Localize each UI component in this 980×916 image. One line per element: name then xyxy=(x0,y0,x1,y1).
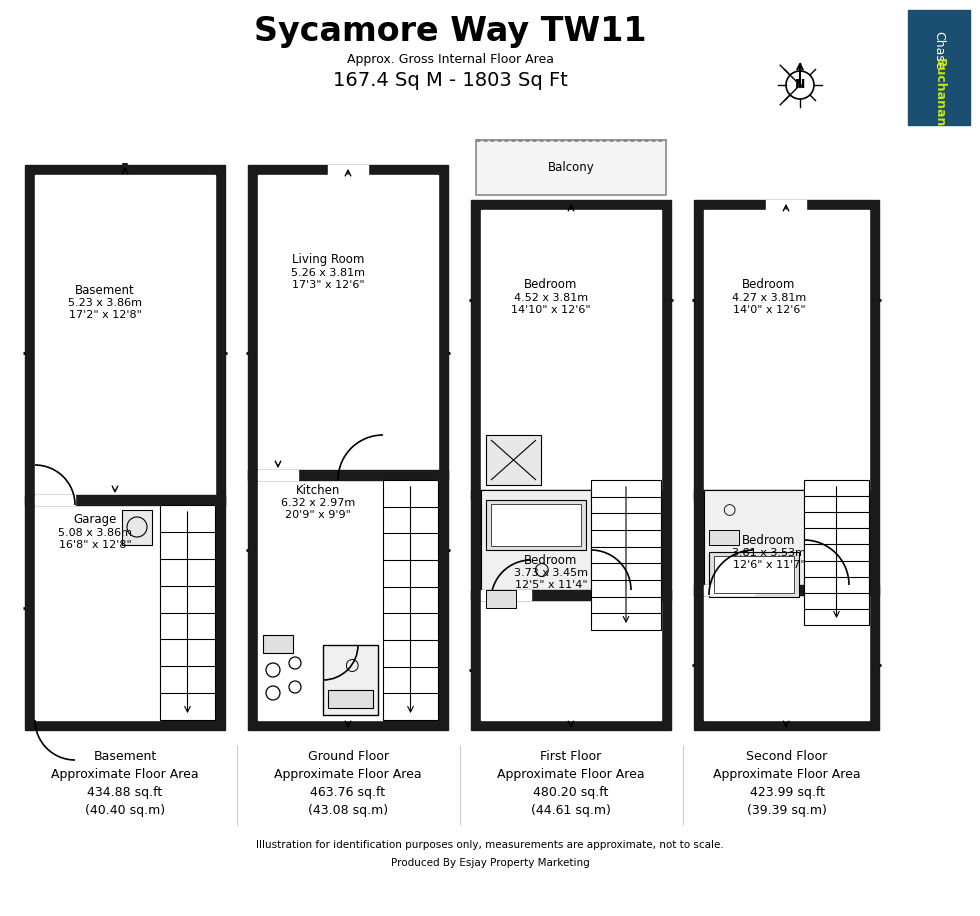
Text: (39.39 sq.m): (39.39 sq.m) xyxy=(747,804,827,817)
Bar xyxy=(694,585,879,595)
Bar xyxy=(263,635,293,653)
Text: ○: ○ xyxy=(722,503,736,518)
Text: 14'0" x 12'6": 14'0" x 12'6" xyxy=(733,305,806,315)
Bar xyxy=(709,552,799,597)
Bar xyxy=(471,490,591,500)
Bar xyxy=(35,175,215,495)
Bar xyxy=(694,490,809,500)
Text: (43.08 sq.m): (43.08 sq.m) xyxy=(308,804,388,817)
Text: First Floor: First Floor xyxy=(540,750,602,763)
Text: 3.73 x 3.45m: 3.73 x 3.45m xyxy=(514,568,588,578)
Bar xyxy=(704,490,804,595)
Text: Approximate Floor Area: Approximate Floor Area xyxy=(713,768,860,781)
Bar xyxy=(258,175,438,470)
Text: Garage: Garage xyxy=(74,514,117,527)
Text: 5.23 x 3.86m: 5.23 x 3.86m xyxy=(68,298,142,308)
Text: ○: ○ xyxy=(344,656,359,674)
Text: Bedroom: Bedroom xyxy=(742,278,796,291)
Bar xyxy=(25,495,225,505)
Text: Chase: Chase xyxy=(933,31,946,70)
Text: Bedroom: Bedroom xyxy=(742,533,796,547)
Text: 12'5" x 11'4": 12'5" x 11'4" xyxy=(514,580,587,590)
Bar xyxy=(704,595,869,720)
Text: 12'6" x 11'7": 12'6" x 11'7" xyxy=(733,560,806,570)
Bar xyxy=(471,200,671,730)
Text: 4.52 x 3.81m: 4.52 x 3.81m xyxy=(514,293,588,303)
Bar xyxy=(248,165,448,730)
Text: 5.26 x 3.81m: 5.26 x 3.81m xyxy=(291,268,365,278)
Bar xyxy=(160,505,215,720)
Bar xyxy=(486,590,516,608)
Bar xyxy=(25,165,225,730)
Text: Approximate Floor Area: Approximate Floor Area xyxy=(497,768,645,781)
Bar xyxy=(714,556,794,593)
Text: 167.4 Sq M - 1803 Sq Ft: 167.4 Sq M - 1803 Sq Ft xyxy=(332,71,567,90)
Bar xyxy=(122,510,152,545)
Text: Bedroom: Bedroom xyxy=(524,278,577,291)
Text: (40.40 sq.m): (40.40 sq.m) xyxy=(85,804,165,817)
Text: Approx. Gross Internal Floor Area: Approx. Gross Internal Floor Area xyxy=(347,53,554,67)
Bar xyxy=(704,210,869,490)
Text: Buchanan: Buchanan xyxy=(933,58,946,127)
Bar xyxy=(481,490,591,600)
Bar xyxy=(704,585,754,595)
Bar xyxy=(328,165,368,175)
Text: 17'2" x 12'8": 17'2" x 12'8" xyxy=(69,310,141,320)
Text: N: N xyxy=(795,79,806,92)
Text: 480.20 sq.ft: 480.20 sq.ft xyxy=(533,786,609,799)
Text: Ground Floor: Ground Floor xyxy=(308,750,388,763)
Text: Approximate Floor Area: Approximate Floor Area xyxy=(274,768,421,781)
Text: 3.81 x 3.53m: 3.81 x 3.53m xyxy=(732,548,806,558)
Bar xyxy=(481,590,531,600)
Bar xyxy=(481,210,661,490)
Bar xyxy=(481,600,661,720)
Bar xyxy=(328,690,373,708)
Bar xyxy=(486,435,541,485)
Bar xyxy=(591,480,661,630)
Bar xyxy=(35,495,75,505)
Text: 4.27 x 3.81m: 4.27 x 3.81m xyxy=(732,293,807,303)
Text: Living Room: Living Room xyxy=(292,254,365,267)
Text: (44.61 sq.m): (44.61 sq.m) xyxy=(531,804,611,817)
Text: Basement: Basement xyxy=(93,750,157,763)
Text: Kitchen: Kitchen xyxy=(296,484,340,496)
Bar xyxy=(804,480,869,625)
Bar xyxy=(908,10,970,125)
Text: 423.99 sq.ft: 423.99 sq.ft xyxy=(750,786,824,799)
Bar xyxy=(709,530,739,545)
Bar xyxy=(248,470,448,480)
Bar xyxy=(476,140,666,195)
Text: 16'8" x 12'8": 16'8" x 12'8" xyxy=(59,540,131,550)
Text: Produced By Esjay Property Marketing: Produced By Esjay Property Marketing xyxy=(391,858,589,868)
Bar xyxy=(766,200,806,210)
Bar xyxy=(35,505,160,720)
Text: 17'3" x 12'6": 17'3" x 12'6" xyxy=(292,280,365,290)
Text: 20'9" x 9'9": 20'9" x 9'9" xyxy=(285,510,351,520)
Bar xyxy=(258,470,298,480)
Text: 5.08 x 3.86m: 5.08 x 3.86m xyxy=(58,528,132,538)
Text: Balcony: Balcony xyxy=(548,160,595,173)
Bar xyxy=(486,500,586,550)
Text: Bedroom: Bedroom xyxy=(524,553,577,566)
Text: Sycamore Way TW11: Sycamore Way TW11 xyxy=(254,16,646,49)
Text: 6.32 x 2.97m: 6.32 x 2.97m xyxy=(281,498,355,508)
Text: ○: ○ xyxy=(533,561,549,579)
Bar xyxy=(694,200,879,730)
Bar xyxy=(471,590,671,600)
Bar xyxy=(383,480,438,720)
Text: 14'10" x 12'6": 14'10" x 12'6" xyxy=(512,305,591,315)
Bar xyxy=(323,645,378,715)
Text: Basement: Basement xyxy=(75,283,135,297)
Text: Approximate Floor Area: Approximate Floor Area xyxy=(51,768,199,781)
Bar xyxy=(258,480,383,720)
Text: 463.76 sq.ft: 463.76 sq.ft xyxy=(311,786,385,799)
Bar xyxy=(491,504,581,546)
Text: Second Floor: Second Floor xyxy=(747,750,828,763)
Text: Illustration for identification purposes only, measurements are approximate, not: Illustration for identification purposes… xyxy=(256,840,724,850)
Text: 434.88 sq.ft: 434.88 sq.ft xyxy=(87,786,163,799)
